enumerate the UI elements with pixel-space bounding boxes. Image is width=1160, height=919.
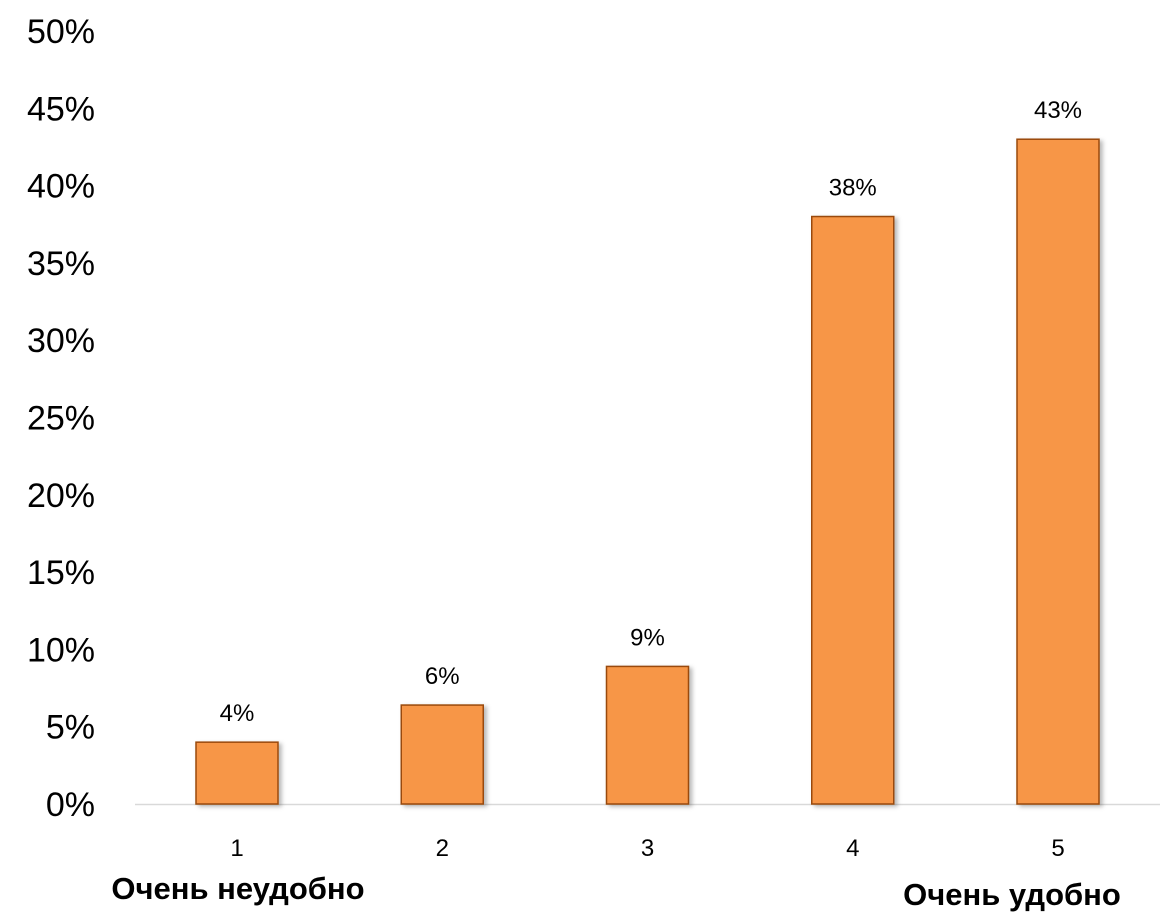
y-tick-label: 50%	[27, 13, 95, 51]
data-label-1: 4%	[220, 700, 255, 727]
y-tick-label: 40%	[27, 168, 95, 206]
data-label-3: 9%	[630, 624, 665, 651]
bar-2	[400, 704, 484, 805]
y-axis-ticks: 0% 5% 10% 15% 20% 25% 30% 35% 40% 45% 50%	[27, 13, 95, 824]
y-tick-label: 15%	[27, 554, 95, 592]
data-label-4: 38%	[829, 175, 877, 202]
data-label-5: 43%	[1034, 97, 1082, 124]
bar-4	[811, 215, 895, 805]
y-tick-label: 0%	[46, 786, 95, 824]
annotation-very-convenient: Очень удобно	[903, 877, 1121, 912]
x-tick-label-4: 4	[846, 835, 859, 862]
x-tick-label-5: 5	[1051, 835, 1064, 862]
bar-1	[195, 741, 279, 805]
y-tick-label: 35%	[27, 245, 95, 283]
y-tick-label: 20%	[27, 477, 95, 515]
y-tick-label: 5%	[46, 709, 95, 747]
x-tick-label-3: 3	[641, 835, 654, 862]
bars-group	[195, 138, 1100, 805]
y-tick-label: 30%	[27, 322, 95, 360]
bar-3	[605, 665, 690, 805]
y-tick-label: 45%	[27, 90, 95, 128]
y-tick-label: 25%	[27, 400, 95, 438]
x-tick-label-1: 1	[230, 835, 243, 862]
data-label-2: 6%	[425, 663, 460, 690]
annotation-very-inconvenient: Очень неудобно	[111, 871, 364, 906]
bar-5	[1016, 138, 1100, 805]
x-axis-ticks: 1 2 3 4 5	[230, 835, 1064, 862]
y-tick-label: 10%	[27, 631, 95, 669]
data-labels-group: 4% 6% 9% 38% 43%	[220, 97, 1082, 727]
x-tick-label-2: 2	[436, 835, 449, 862]
